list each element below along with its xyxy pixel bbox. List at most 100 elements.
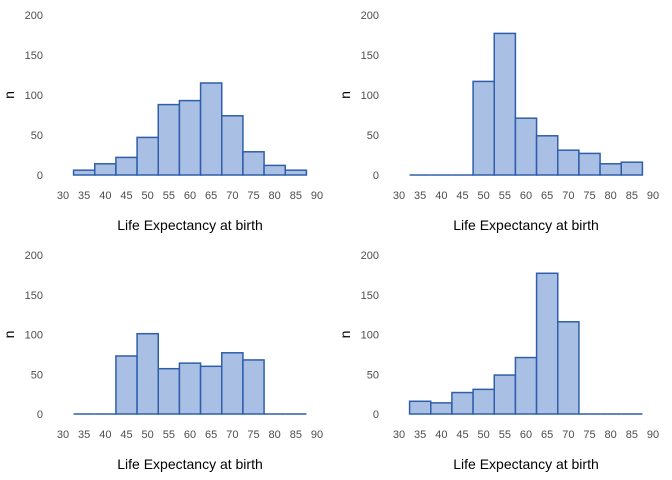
chart-panel-1: 0 50 100 150 200 30 35 40 45 50 55 60 65 70 75 80 85 90 Li… (1, 10, 323, 233)
y-tick-label: 0 (373, 170, 379, 182)
x-tick-label: 85 (626, 429, 638, 441)
x-tick-label: 60 (184, 429, 196, 441)
histogram-bar (451, 391, 474, 415)
y-tick-label: 50 (31, 369, 43, 381)
x-tick-label: 90 (311, 190, 323, 202)
histogram-bar (284, 169, 308, 176)
x-tick-label: 80 (269, 190, 281, 202)
x-axis-title: Life Expectancy at birth (117, 456, 263, 472)
x-tick-label: 45 (456, 190, 468, 202)
x-tick-label: 65 (541, 429, 553, 441)
x-tick-label: 75 (247, 429, 259, 441)
histogram-bar (221, 352, 244, 415)
histogram-bar (430, 402, 453, 415)
x-tick-label: 85 (626, 190, 638, 202)
histogram-bar (557, 149, 580, 176)
histogram-bar (408, 400, 432, 415)
histogram-bar (72, 169, 96, 176)
x-tick-label: 30 (393, 190, 405, 202)
histogram-bar (514, 356, 538, 415)
y-tick-label: 150 (361, 290, 379, 302)
x-tick-label: 70 (562, 429, 574, 441)
histogram-bar (199, 365, 223, 415)
histogram-bar (620, 161, 644, 176)
x-tick-label: 70 (562, 190, 574, 202)
x-tick-label: 90 (647, 429, 659, 441)
y-tick-label: 50 (367, 369, 379, 381)
y-axis-title: n (1, 91, 17, 99)
y-tick-label: 150 (25, 290, 43, 302)
x-tick-label: 75 (583, 190, 595, 202)
x-tick-label: 55 (499, 190, 511, 202)
y-tick-label: 200 (361, 250, 379, 262)
x-tick-label: 75 (247, 190, 259, 202)
x-tick-label: 50 (142, 429, 154, 441)
x-tick-label: 75 (583, 429, 595, 441)
histogram-bar (493, 32, 517, 176)
y-tick-label: 0 (373, 409, 379, 421)
histogram-bar (136, 136, 159, 176)
histogram-bar (514, 117, 538, 176)
y-axis-title: n (337, 91, 353, 99)
y-tick-label: 100 (25, 330, 43, 342)
x-tick-label: 80 (269, 429, 281, 441)
y-tick-label: 50 (31, 130, 43, 142)
x-tick-label: 60 (184, 190, 196, 202)
y-axis-title: n (337, 331, 353, 339)
histogram-bar (557, 321, 580, 415)
x-tick-label: 45 (456, 429, 468, 441)
y-tick-label: 0 (37, 170, 43, 182)
x-tick-label: 45 (120, 190, 132, 202)
x-tick-label: 35 (78, 190, 90, 202)
histogram-bar (157, 103, 181, 176)
x-tick-label: 30 (57, 429, 69, 441)
x-tick-label: 70 (226, 429, 238, 441)
x-tick-label: 65 (205, 429, 217, 441)
histogram-bar (136, 332, 159, 415)
histogram-bar (535, 272, 559, 415)
x-tick-label: 80 (605, 190, 617, 202)
x-tick-label: 35 (414, 429, 426, 441)
y-tick-label: 50 (367, 130, 379, 142)
x-tick-label: 60 (520, 190, 532, 202)
histogram-bar (199, 82, 223, 176)
y-axis-title: n (1, 331, 17, 339)
histogram-bar (599, 163, 622, 176)
histogram-bar (472, 388, 496, 415)
x-axis-title: Life Expectancy at birth (117, 217, 263, 233)
chart-panel-4: 0 50 100 150 200 30 35 40 45 50 55 60 65 70 75 80 85 90 Li… (337, 250, 659, 472)
x-tick-label: 90 (311, 429, 323, 441)
x-tick-label: 60 (520, 429, 532, 441)
x-tick-label: 55 (499, 429, 511, 441)
y-tick-label: 200 (25, 250, 43, 262)
x-tick-label: 35 (414, 190, 426, 202)
x-axis-title: Life Expectancy at birth (453, 217, 599, 233)
x-tick-label: 30 (393, 429, 405, 441)
histogram-bar (178, 99, 202, 176)
y-tick-label: 100 (25, 90, 43, 102)
x-tick-label: 50 (142, 190, 154, 202)
x-tick-label: 70 (226, 190, 238, 202)
x-tick-label: 85 (290, 190, 302, 202)
histogram-bar (535, 135, 559, 176)
x-tick-label: 50 (478, 429, 490, 441)
histogram-bar (221, 115, 244, 176)
x-tick-label: 55 (163, 190, 175, 202)
histogram-bar (115, 156, 138, 176)
histogram-bar (157, 367, 181, 415)
y-tick-label: 150 (25, 50, 43, 62)
x-tick-label: 50 (478, 190, 490, 202)
chart-panel-2: 0 50 100 150 200 30 35 40 45 50 55 60 65 70 75 80 85 90 Li… (337, 10, 659, 233)
x-tick-label: 30 (57, 190, 69, 202)
x-tick-label: 40 (435, 190, 447, 202)
x-tick-label: 65 (541, 190, 553, 202)
y-tick-label: 150 (361, 50, 379, 62)
x-tick-label: 40 (99, 190, 111, 202)
chart-panel-3: 0 50 100 150 200 30 35 40 45 50 55 60 65 70 75 80 85 90 Li… (1, 250, 323, 472)
x-tick-label: 45 (120, 429, 132, 441)
histogram-bar (493, 374, 517, 415)
x-axis-title: Life Expectancy at birth (453, 456, 599, 472)
x-tick-label: 35 (78, 429, 90, 441)
histogram-bar (242, 359, 265, 415)
